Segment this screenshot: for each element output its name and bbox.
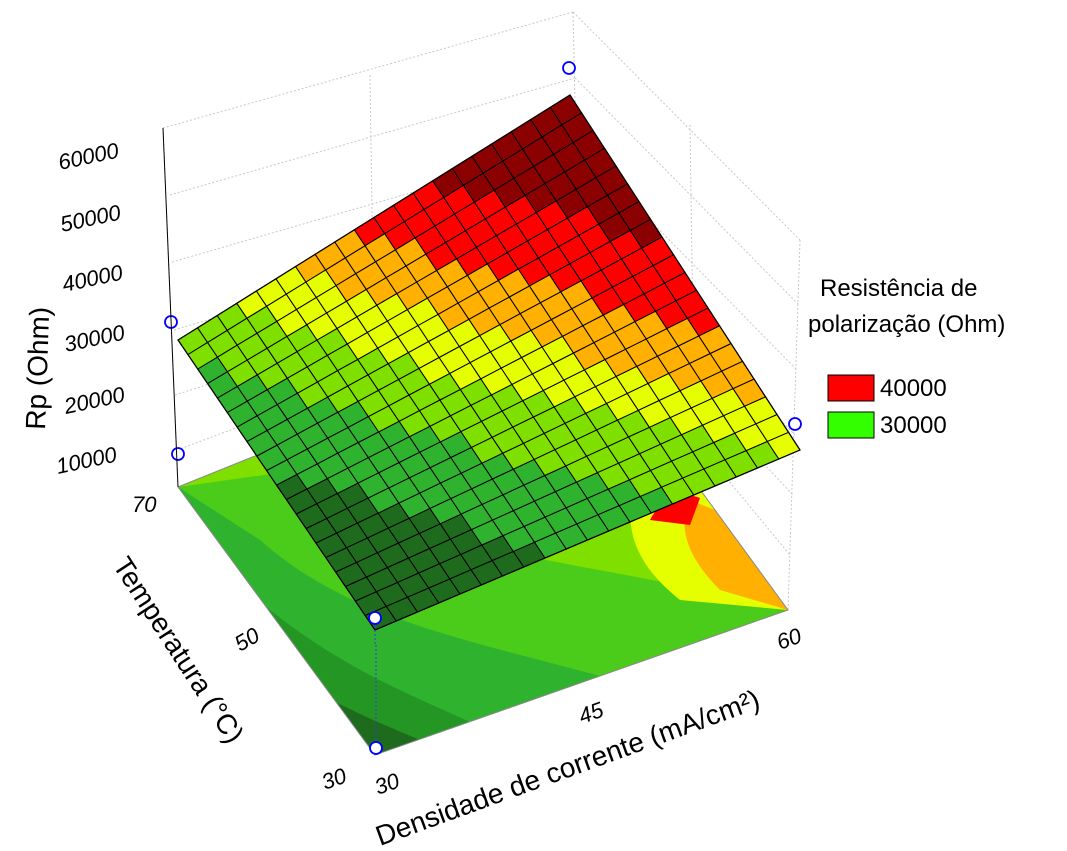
z-tick-label: 40000 — [60, 260, 126, 297]
z-axis-label: Rp (Ohm) — [20, 306, 55, 430]
legend-title-line2: polarização (Ohm) — [808, 311, 1005, 338]
legend-swatch-40000 — [827, 374, 875, 402]
design-point-marker — [368, 611, 382, 625]
z-tick-label: 50000 — [58, 200, 124, 237]
legend: Resistência de polarização (Ohm) 40000 3… — [808, 275, 1005, 439]
y-tick-label: 30 — [318, 763, 350, 795]
legend-title-line1: Resistência de — [820, 275, 977, 302]
design-point-marker — [562, 61, 576, 75]
legend-swatch-30000 — [827, 411, 875, 439]
z-tick-label: 10000 — [54, 442, 120, 479]
legend-label-40000: 40000 — [880, 375, 947, 402]
response-surface — [177, 94, 801, 631]
z-axis-line — [162, 127, 179, 488]
z-axis-ticks: 60000 50000 40000 30000 20000 10000 — [54, 138, 128, 479]
surface-outline — [177, 94, 801, 631]
design-point-marker — [788, 417, 802, 431]
z-tick-label: 30000 — [62, 320, 128, 357]
legend-label-30000: 30000 — [880, 412, 947, 439]
x-tick-label: 45 — [575, 697, 607, 729]
z-tick-label: 60000 — [56, 138, 122, 175]
design-point-marker — [369, 741, 383, 755]
y-tick-label: 50 — [230, 622, 264, 656]
z-tick-label: 20000 — [61, 382, 128, 420]
x-tick-label: 30 — [371, 768, 403, 800]
y-axis-label: Temperatura (°C) — [107, 551, 250, 748]
y-tick-label: 70 — [132, 492, 157, 517]
x-tick-label: 60 — [773, 623, 805, 655]
design-point-markers — [164, 61, 802, 755]
design-point-marker — [171, 447, 185, 461]
